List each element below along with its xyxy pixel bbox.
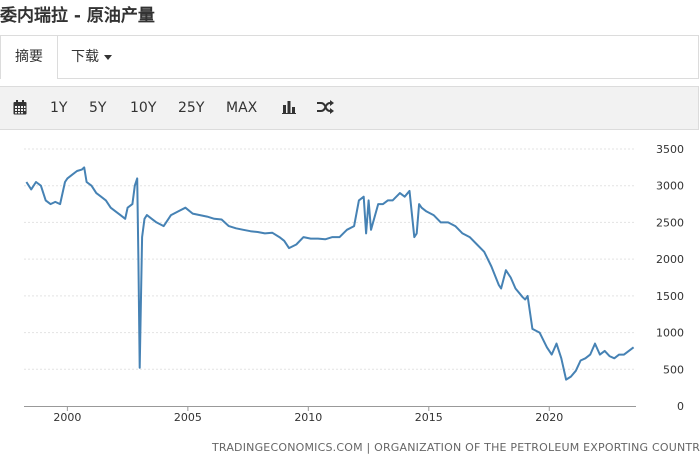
bar-chart-icon xyxy=(282,101,296,114)
source-footer: TRADINGECONOMICS.COM | ORGANIZATION OF T… xyxy=(212,441,700,454)
y-tick-label: 1000 xyxy=(656,327,684,340)
range-1y-button[interactable]: 1Y xyxy=(50,100,68,116)
page-title: 委内瑞拉 - 原油产量 xyxy=(0,6,155,26)
y-tick-label: 2000 xyxy=(656,253,684,266)
shuffle-button[interactable] xyxy=(317,87,334,129)
y-tick-label: 2500 xyxy=(656,216,684,229)
shuffle-icon xyxy=(317,100,334,114)
y-tick-label: 500 xyxy=(663,363,684,376)
chart-toolbar: 1Y 5Y 10Y 25Y MAX xyxy=(0,86,699,130)
x-tick-label: 2015 xyxy=(415,411,443,424)
tab-bar: 摘要 下载 xyxy=(0,35,699,79)
chart-area: 3500 3000 2500 2000 1500 1000 500 0 2000 2005 2010… xyxy=(0,132,700,459)
line-chart: 3500 3000 2500 2000 1500 1000 500 0 2000 2005 2010… xyxy=(24,143,684,424)
y-tick-label: 3000 xyxy=(656,180,684,193)
tab-download[interactable]: 下载 xyxy=(71,36,112,78)
range-5y-button[interactable]: 5Y xyxy=(89,100,107,116)
bar-chart-button[interactable] xyxy=(282,87,296,129)
y-tick-label: 1500 xyxy=(656,290,684,303)
y-tick-label: 0 xyxy=(677,400,684,413)
x-tick-label: 2010 xyxy=(294,411,322,424)
range-10y-button[interactable]: 10Y xyxy=(130,100,157,116)
x-tick-label: 2000 xyxy=(53,411,81,424)
series-line xyxy=(25,166,635,381)
calendar-icon xyxy=(13,100,27,115)
y-tick-label: 3500 xyxy=(656,143,684,156)
tab-summary[interactable]: 摘要 xyxy=(0,36,58,79)
calendar-button[interactable] xyxy=(13,87,27,129)
range-25y-button[interactable]: 25Y xyxy=(178,100,205,116)
x-tick-label: 2020 xyxy=(535,411,563,424)
x-tick-label: 2005 xyxy=(174,411,202,424)
chevron-down-icon xyxy=(104,54,112,60)
tab-download-label: 下载 xyxy=(71,49,99,65)
range-max-button[interactable]: MAX xyxy=(226,100,258,116)
